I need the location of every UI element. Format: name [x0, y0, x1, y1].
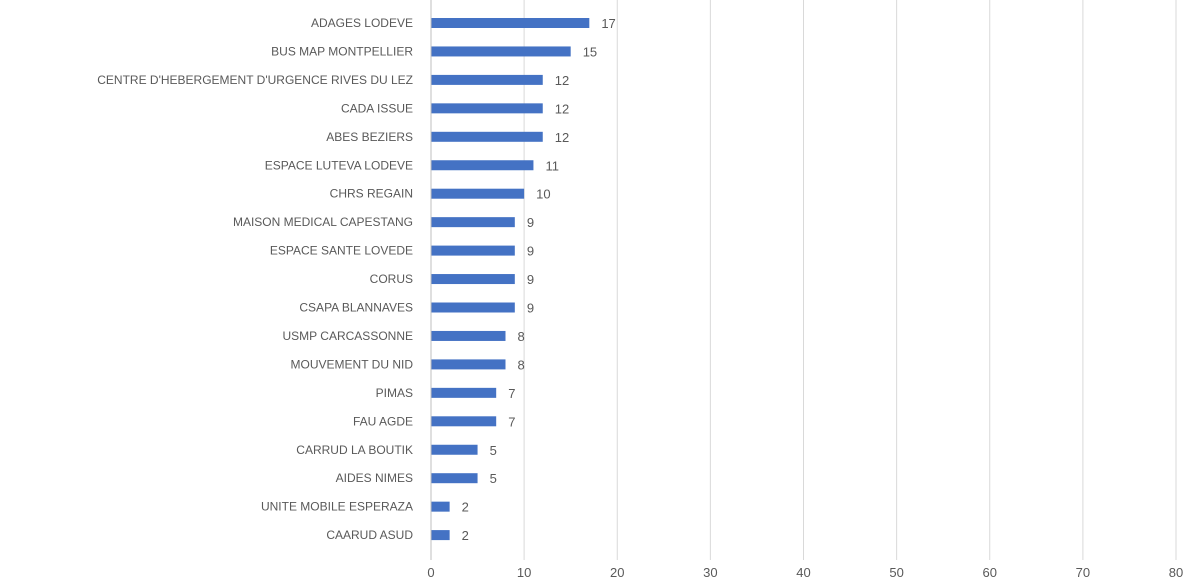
bar [431, 46, 571, 57]
category-labels: ADAGES LODEVE BUS MAP MONTPELLIER CENTRE D… [97, 16, 413, 542]
data-label: 2 [462, 500, 469, 515]
data-label: 10 [536, 187, 550, 202]
bar [431, 473, 478, 484]
category-label: FAU AGDE [353, 414, 413, 428]
bar [431, 245, 515, 256]
x-tick-labels: 0 10 20 30 40 50 60 70 80 [427, 565, 1183, 580]
x-tick-label: 10 [517, 565, 531, 580]
data-label: 2 [462, 528, 469, 543]
data-label: 11 [545, 158, 559, 173]
bar [431, 188, 525, 199]
data-label: 12 [555, 101, 569, 116]
data-label: 7 [508, 414, 515, 429]
category-label: CENTRE D'HEBERGEMENT D'URGENCE RIVES DU … [97, 73, 413, 87]
bar [431, 501, 450, 512]
bar [431, 103, 543, 114]
bar [431, 18, 590, 28]
category-label: CSAPA BLANNAVES [299, 301, 413, 315]
category-label: ESPACE LUTEVA LODEVE [265, 158, 413, 172]
bar [431, 302, 515, 313]
category-label: PIMAS [376, 386, 413, 400]
data-label: 9 [527, 215, 534, 230]
data-label: 8 [518, 329, 525, 344]
category-label: UNITE MOBILE ESPERAZA [261, 500, 413, 514]
category-label: CAARUD ASUD [326, 528, 413, 542]
bar [431, 416, 497, 427]
data-label: 12 [555, 73, 569, 88]
category-label: MAISON MEDICAL CAPESTANG [233, 215, 413, 229]
bar [431, 359, 506, 370]
data-label: 7 [508, 386, 515, 401]
category-label: ADAGES LODEVE [311, 16, 413, 30]
data-label: 15 [583, 44, 597, 59]
data-label: 5 [490, 471, 497, 486]
category-label: CHRS REGAIN [330, 187, 413, 201]
bar [431, 217, 515, 228]
category-label: ABES BEZIERS [326, 130, 413, 144]
data-label: 8 [518, 357, 525, 372]
bar [431, 530, 450, 541]
category-label: AIDES NIMES [336, 471, 413, 485]
category-label: BUS MAP MONTPELLIER [271, 44, 413, 58]
category-label: ESPACE SANTE LOVEDE [270, 244, 413, 258]
x-tick-label: 70 [1076, 565, 1090, 580]
data-label: 9 [527, 301, 534, 316]
category-label: CADA ISSUE [341, 101, 413, 115]
bars [431, 18, 590, 541]
bar [431, 444, 478, 455]
bar [431, 160, 534, 171]
x-tick-label: 60 [983, 565, 997, 580]
x-tick-label: 80 [1169, 565, 1183, 580]
x-tick-label: 50 [889, 565, 903, 580]
category-label: CARRUD LA BOUTIK [296, 443, 413, 457]
category-label: USMP CARCASSONNE [283, 329, 413, 343]
data-label: 5 [490, 443, 497, 458]
category-label: CORUS [370, 272, 413, 286]
bar [431, 74, 543, 85]
x-tick-label: 40 [796, 565, 810, 580]
bar [431, 131, 543, 142]
data-label: 9 [527, 272, 534, 287]
category-label: MOUVEMENT DU NID [291, 357, 414, 371]
x-tick-label: 30 [703, 565, 717, 580]
x-tick-label: 20 [610, 565, 624, 580]
bar [431, 330, 506, 341]
gridlines [523, 0, 1177, 560]
bar [431, 387, 497, 398]
data-label: 9 [527, 244, 534, 259]
x-tick-label: 0 [427, 565, 434, 580]
bar [431, 274, 515, 285]
data-label: 17 [601, 16, 615, 31]
data-label: 12 [555, 130, 569, 145]
